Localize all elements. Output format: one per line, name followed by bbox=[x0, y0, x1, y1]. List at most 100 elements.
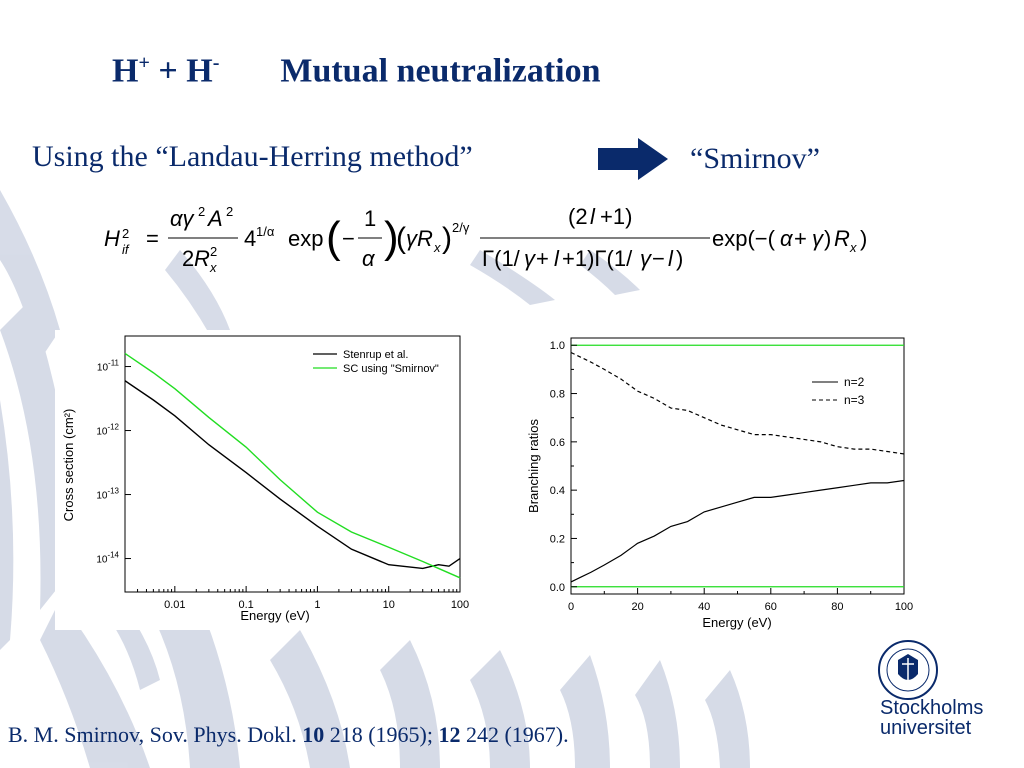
svg-text:R: R bbox=[194, 246, 210, 271]
cross-section-chart: 0.01 0.1 1 10 100 10-11 10-12 10-13 10-14 Energ… bbox=[55, 330, 480, 630]
y-tick-label: 10-11 bbox=[97, 359, 120, 374]
right-arrow-icon bbox=[598, 138, 668, 180]
title-mutual-neutralization: Mutual neutralization bbox=[280, 52, 601, 90]
legend: n=2 n=3 bbox=[812, 375, 865, 407]
y-tick-label: 0.2 bbox=[550, 533, 565, 545]
legend-item-n3: n=3 bbox=[844, 393, 865, 407]
y-tick-label: 0.6 bbox=[550, 437, 565, 449]
y-tick-label: 10-13 bbox=[96, 487, 119, 502]
series-line-1 bbox=[124, 352, 461, 579]
x-tick-label: 100 bbox=[895, 601, 913, 613]
svg-text:γ: γ bbox=[640, 246, 653, 271]
svg-text:2: 2 bbox=[210, 244, 217, 259]
legend-item-n2: n=2 bbox=[844, 375, 865, 389]
svg-text:γ: γ bbox=[812, 226, 825, 251]
reference-part3: 242 (1967). bbox=[460, 722, 569, 747]
svg-text:): ) bbox=[824, 226, 831, 251]
svg-text:α: α bbox=[780, 226, 794, 251]
title-h: H bbox=[112, 52, 139, 90]
y-axis-label: Cross section (cm²) bbox=[61, 409, 76, 522]
svg-text:x: x bbox=[209, 260, 217, 275]
smirnov-label: “Smirnov” bbox=[690, 142, 820, 175]
svg-text:−: − bbox=[652, 246, 665, 271]
y-tick-label: 10-12 bbox=[96, 423, 119, 438]
svg-text:−: − bbox=[342, 226, 355, 251]
svg-text:γ: γ bbox=[524, 246, 537, 271]
method-subtitle: Using the “Landau-Herring method” bbox=[32, 140, 473, 173]
svg-text:1/α: 1/α bbox=[256, 224, 275, 239]
y-tick-label: 0.0 bbox=[550, 582, 565, 594]
svg-text:γR: γR bbox=[406, 226, 433, 251]
reference-part2: 218 (1965); bbox=[324, 722, 439, 747]
svg-text:=: = bbox=[146, 226, 159, 251]
y-axis-label: Branching ratios bbox=[526, 419, 541, 513]
legend-item-stenrup: Stenrup et al. bbox=[343, 349, 408, 361]
svg-text:exp(−(: exp(−( bbox=[712, 226, 776, 251]
svg-text:(: ( bbox=[396, 222, 406, 255]
svg-text:): ) bbox=[860, 226, 867, 251]
svg-text:R: R bbox=[834, 226, 850, 251]
svg-text:if: if bbox=[122, 242, 130, 257]
svg-text:+1): +1) bbox=[600, 204, 632, 229]
logo-line-1: Stockholms bbox=[880, 697, 984, 719]
svg-text:l: l bbox=[668, 246, 674, 271]
x-axis-label: Energy (eV) bbox=[702, 615, 771, 630]
university-logo-text: Stockholms universitet bbox=[880, 698, 983, 738]
plot-frame bbox=[124, 335, 461, 593]
svg-text:): ) bbox=[384, 213, 399, 262]
svg-text:2: 2 bbox=[198, 204, 205, 219]
university-seal-icon bbox=[878, 640, 938, 700]
x-tick-label: 0.1 bbox=[238, 599, 253, 611]
svg-text:4: 4 bbox=[244, 226, 256, 251]
series-line-0 bbox=[570, 479, 905, 583]
svg-text:(2: (2 bbox=[568, 204, 588, 229]
svg-text:1: 1 bbox=[364, 206, 376, 231]
y-tick-label: 10-14 bbox=[96, 551, 119, 566]
reference-volume1: 10 bbox=[302, 722, 325, 747]
svg-text:): ) bbox=[676, 246, 683, 271]
title-plus-sup: + bbox=[138, 52, 150, 74]
svg-text:l: l bbox=[590, 204, 596, 229]
x-tick-label: 10 bbox=[383, 599, 395, 611]
series-line-0 bbox=[124, 380, 461, 570]
reference-volume2: 12 bbox=[438, 722, 461, 747]
title-plus-h: + H bbox=[149, 52, 213, 90]
x-tick-label: 1 bbox=[314, 599, 320, 611]
svg-text:2: 2 bbox=[226, 204, 233, 219]
y-tick-label: 1.0 bbox=[550, 340, 565, 352]
y-tick-label: 0.4 bbox=[550, 485, 565, 497]
title-minus-sup: - bbox=[212, 52, 220, 74]
x-tick-label: 80 bbox=[831, 601, 843, 613]
svg-text:2: 2 bbox=[182, 246, 194, 271]
svg-text:+1)Γ(1/: +1)Γ(1/ bbox=[562, 246, 633, 271]
herring-formula: H 2 if = αγ 2 A 2 2 R x 2 4 1/α exp ( − … bbox=[104, 204, 867, 275]
logo-line-2: universitet bbox=[880, 717, 972, 739]
svg-text:+: + bbox=[794, 226, 807, 251]
branching-ratio-chart: 0 20 40 60 80 100 0.0 0.2 0.4 0.6 0.8 1.0 Energy (… bbox=[520, 330, 920, 635]
svg-text:exp: exp bbox=[288, 226, 323, 251]
svg-text:x: x bbox=[849, 240, 857, 255]
svg-text:H: H bbox=[104, 226, 120, 251]
legend: Stenrup et al. SC using "Smirnov" bbox=[313, 349, 439, 375]
x-tick-label: 20 bbox=[631, 601, 643, 613]
svg-text:α: α bbox=[362, 246, 376, 271]
legend-item-smirnov: SC using "Smirnov" bbox=[343, 363, 439, 375]
svg-text:l: l bbox=[554, 246, 560, 271]
x-tick-label: 40 bbox=[698, 601, 710, 613]
svg-text:αγ: αγ bbox=[170, 206, 196, 231]
svg-text:2: 2 bbox=[122, 226, 129, 241]
svg-text:x: x bbox=[433, 240, 441, 255]
reference-part1: B. M. Smirnov, Sov. Phys. Dokl. bbox=[8, 722, 303, 747]
svg-text:): ) bbox=[442, 222, 452, 255]
slide-title: H+ + H- Mutual neutralization bbox=[112, 52, 601, 90]
x-tick-label: 60 bbox=[765, 601, 777, 613]
reference-citation: B. M. Smirnov, Sov. Phys. Dokl. 10 218 (… bbox=[8, 722, 569, 748]
series-line-1 bbox=[570, 351, 905, 455]
svg-text:+: + bbox=[536, 246, 549, 271]
x-tick-label: 100 bbox=[451, 599, 469, 611]
svg-text:2/γ: 2/γ bbox=[452, 220, 470, 235]
x-tick-label: 0.01 bbox=[164, 599, 185, 611]
x-tick-label: 0 bbox=[568, 601, 574, 613]
svg-text:(: ( bbox=[326, 213, 341, 262]
